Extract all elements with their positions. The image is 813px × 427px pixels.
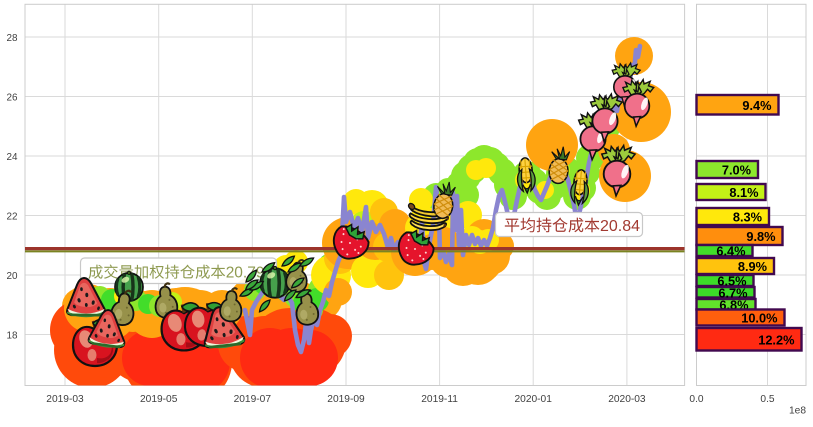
svg-text:26: 26	[7, 92, 18, 103]
svg-text:24: 24	[7, 152, 18, 163]
svg-text:8.3%: 8.3%	[733, 210, 763, 225]
svg-text:6.7%: 6.7%	[718, 285, 748, 300]
svg-text:2019-09: 2019-09	[327, 394, 365, 405]
svg-text:20: 20	[7, 271, 18, 282]
svg-text:2019-03: 2019-03	[46, 394, 84, 405]
svg-text:20.84: 20.84	[600, 218, 640, 235]
svg-text:22: 22	[7, 211, 18, 222]
svg-text:8.1%: 8.1%	[729, 185, 759, 200]
svg-text:0.5: 0.5	[760, 394, 774, 405]
svg-text:28: 28	[7, 33, 18, 44]
svg-text:2020-03: 2020-03	[608, 394, 646, 405]
svg-text:10.0%: 10.0%	[741, 311, 778, 326]
svg-text:18: 18	[7, 330, 18, 341]
svg-text:2020-01: 2020-01	[515, 394, 553, 405]
svg-text:8.9%: 8.9%	[738, 259, 768, 274]
svg-text:9.4%: 9.4%	[742, 98, 772, 113]
svg-text:0.0: 0.0	[689, 394, 703, 405]
svg-text:7.0%: 7.0%	[722, 163, 752, 178]
svg-text:6.4%: 6.4%	[716, 244, 746, 259]
svg-text:2019-07: 2019-07	[234, 394, 272, 405]
svg-text:2019-11: 2019-11	[421, 394, 458, 405]
svg-text:20.79: 20.79	[226, 265, 265, 282]
svg-text:12.2%: 12.2%	[758, 332, 795, 347]
svg-text:6.5%: 6.5%	[717, 274, 747, 289]
svg-text:1e8: 1e8	[789, 406, 806, 417]
svg-text:9.8%: 9.8%	[746, 229, 776, 244]
svg-text:2019-05: 2019-05	[140, 394, 178, 405]
